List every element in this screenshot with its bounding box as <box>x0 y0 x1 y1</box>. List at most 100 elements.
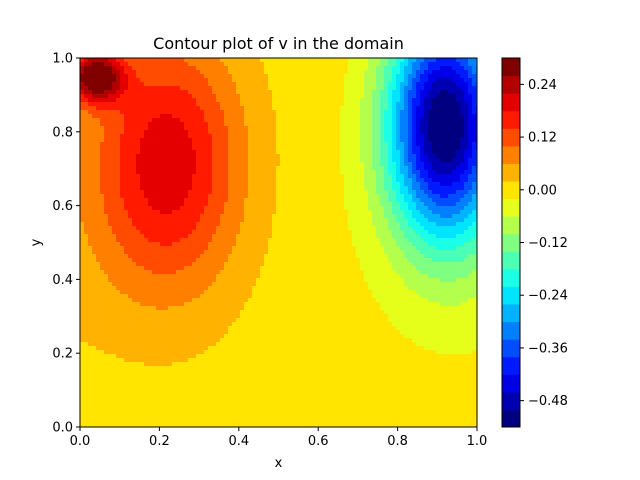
contour-cell <box>360 66 365 71</box>
contour-cell <box>396 222 401 227</box>
contour-cell <box>256 246 261 251</box>
contour-cell <box>172 142 177 147</box>
contour-cell <box>136 166 141 171</box>
contour-cell <box>84 98 89 103</box>
contour-cell <box>248 118 253 123</box>
contour-cell <box>248 202 253 207</box>
contour-cell <box>292 246 297 251</box>
contour-cell <box>344 154 349 159</box>
contour-cell <box>200 98 205 103</box>
contour-cell <box>108 250 113 255</box>
contour-cell <box>144 90 149 95</box>
contour-cell <box>276 154 281 159</box>
contour-cell <box>128 102 133 107</box>
contour-cell <box>288 106 293 111</box>
contour-cell <box>104 106 109 111</box>
contour-cell <box>108 230 113 235</box>
contour-cell <box>328 110 333 115</box>
contour-cell <box>112 146 117 151</box>
contour-cell <box>392 178 397 183</box>
contour-cell <box>272 58 277 63</box>
contour-cell <box>360 138 365 143</box>
contour-cell <box>400 178 405 183</box>
contour-cell <box>460 126 465 131</box>
contour-cell <box>188 222 193 227</box>
contour-cell <box>332 62 337 67</box>
contour-cell <box>280 134 285 139</box>
contour-cell <box>200 198 205 203</box>
contour-cell <box>324 62 329 67</box>
contour-cell <box>376 70 381 75</box>
contour-cell <box>140 130 145 135</box>
contour-cell <box>324 230 329 235</box>
contour-cell <box>256 62 261 67</box>
contour-cell <box>208 66 213 71</box>
contour-cell <box>252 218 257 223</box>
contour-cell <box>100 110 105 115</box>
contour-cell <box>128 190 133 195</box>
contour-cell <box>176 202 181 207</box>
contour-cell <box>404 146 409 151</box>
contour-cell <box>272 150 277 155</box>
contour-cell <box>204 214 209 219</box>
contour-cell <box>164 86 169 91</box>
contour-cell <box>200 170 205 175</box>
contour-cell <box>128 114 133 119</box>
contour-cell <box>252 114 257 119</box>
contour-cell <box>352 186 357 191</box>
contour-cell <box>172 162 177 167</box>
contour-cell <box>224 82 229 87</box>
contour-cell <box>168 162 173 167</box>
contour-cell <box>256 142 261 147</box>
contour-cell <box>196 222 201 227</box>
contour-cell <box>328 242 333 247</box>
contour-cell <box>416 118 421 123</box>
contour-cell <box>408 214 413 219</box>
contour-cell <box>152 90 157 95</box>
contour-cell <box>284 114 289 119</box>
contour-cell <box>416 70 421 75</box>
contour-cell <box>284 254 289 259</box>
contour-cell <box>172 158 177 163</box>
contour-cell <box>128 186 133 191</box>
contour-cell <box>460 194 465 199</box>
contour-cell <box>196 142 201 147</box>
contour-cell <box>336 190 341 195</box>
contour-cell <box>248 254 253 259</box>
contour-cell <box>112 74 117 79</box>
contour-cell <box>296 134 301 139</box>
contour-cell <box>268 186 273 191</box>
contour-cell <box>328 198 333 203</box>
contour-cell <box>228 218 233 223</box>
contour-cell <box>208 202 213 207</box>
contour-cell <box>256 90 261 95</box>
contour-cell <box>416 162 421 167</box>
contour-cell <box>136 118 141 123</box>
contour-cell <box>248 82 253 87</box>
contour-cell <box>400 246 405 251</box>
contour-cell <box>236 206 241 211</box>
contour-cell <box>356 110 361 115</box>
contour-cell <box>104 154 109 159</box>
contour-cell <box>248 170 253 175</box>
contour-cell <box>312 146 317 151</box>
contour-cell <box>140 198 145 203</box>
contour-cell <box>360 158 365 163</box>
contour-cell <box>196 210 201 215</box>
contour-cell <box>212 234 217 239</box>
contour-cell <box>328 234 333 239</box>
contour-cell <box>284 222 289 227</box>
contour-cell <box>104 142 109 147</box>
contour-cell <box>232 102 237 107</box>
contour-cell <box>332 150 337 155</box>
contour-cell <box>204 106 209 111</box>
contour-cell <box>172 214 177 219</box>
contour-cell <box>400 82 405 87</box>
contour-cell <box>384 142 389 147</box>
contour-cell <box>244 70 249 75</box>
contour-cell <box>224 178 229 183</box>
contour-cell <box>380 98 385 103</box>
contour-cell <box>196 106 201 111</box>
contour-cell <box>252 242 257 247</box>
contour-cell <box>148 82 153 87</box>
